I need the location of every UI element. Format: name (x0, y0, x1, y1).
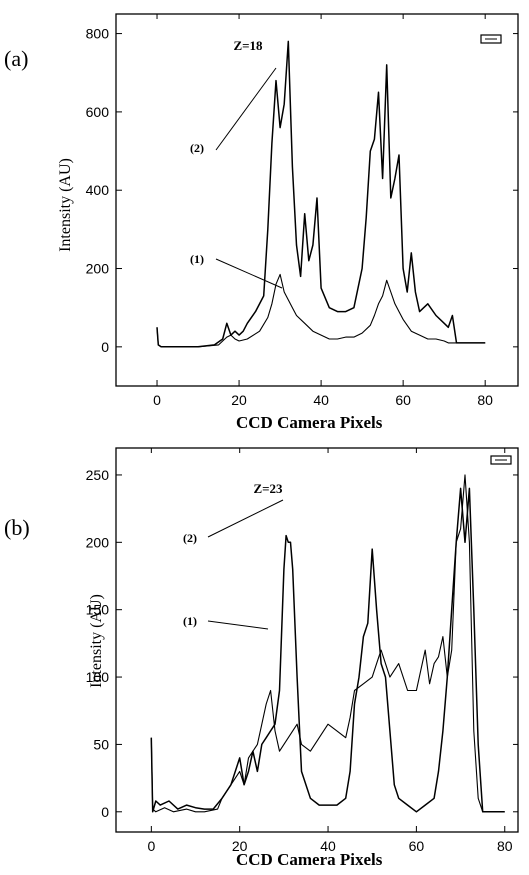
y-tick-label: 50 (93, 736, 109, 752)
curve-label-2: (2) (183, 531, 197, 545)
x-tick-label: 20 (232, 838, 248, 854)
peak-annotation: Z=23 (253, 481, 283, 496)
y-tick-label: 100 (86, 669, 110, 685)
curve-label-1: (1) (190, 252, 204, 266)
x-tick-label: 40 (320, 838, 336, 854)
ylabel-b: Intensity (AU) (88, 594, 105, 688)
y-tick-label: 250 (86, 467, 110, 483)
chart-panel-b: 0 20 40 60 80 0 50 100 150 200 250 Z=23 (1) (2) (86, 447, 519, 854)
xlabel-b: CCD Camera Pixels (236, 850, 383, 869)
x-tick-label: 40 (313, 392, 329, 408)
y-tick-label: 400 (86, 182, 110, 198)
ylabel-a: Intensity (AU) (57, 158, 74, 252)
x-tick-label: 60 (395, 392, 411, 408)
leader-line (215, 258, 283, 289)
curve-label-1: (1) (183, 614, 197, 628)
panel-label-b: (b) (4, 515, 30, 540)
y-tick-label: 150 (86, 602, 110, 618)
x-tick-label: 0 (147, 838, 155, 854)
y-tick-label: 800 (86, 26, 110, 42)
series-1-line (156, 273, 486, 348)
plot-frame (115, 447, 519, 833)
series-2-line (150, 487, 505, 813)
series-2-line (156, 40, 486, 348)
y-tick-label: 200 (86, 261, 110, 277)
xlabel-a: CCD Camera Pixels (236, 413, 383, 432)
curve-label-2: (2) (190, 141, 204, 155)
legend-box (480, 34, 502, 44)
panel-label-a: (a) (4, 46, 29, 71)
x-tick-label: 20 (231, 392, 247, 408)
peak-annotation: Z=18 (233, 38, 263, 53)
x-tick-label: 0 (153, 392, 161, 408)
x-tick-label: 80 (497, 838, 513, 854)
legend-box (490, 455, 512, 465)
leader-line (207, 499, 284, 538)
y-tick-label: 0 (101, 339, 109, 355)
x-tick-label: 80 (477, 392, 493, 408)
y-tick-label: 0 (101, 804, 109, 820)
x-tick-label: 60 (409, 838, 425, 854)
y-tick-label: 600 (86, 104, 110, 120)
leader-line (215, 67, 277, 151)
plot-frame (115, 13, 519, 387)
leader-line (207, 620, 269, 630)
series-1-line (150, 474, 505, 813)
y-tick-label: 200 (86, 534, 110, 550)
